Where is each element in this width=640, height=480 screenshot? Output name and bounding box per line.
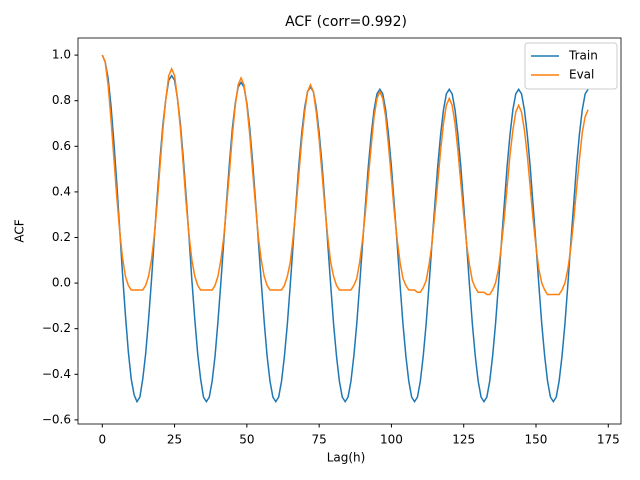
x-tick-label: 175	[597, 433, 620, 447]
y-tick-label: 0.4	[52, 184, 71, 198]
y-tick-label: −0.6	[42, 412, 71, 426]
x-tick-label: 25	[167, 433, 182, 447]
legend-label: Train	[568, 49, 598, 63]
x-tick-label: 150	[525, 433, 548, 447]
y-tick-label: −0.2	[42, 321, 71, 335]
y-tick-label: 0.0	[52, 276, 71, 290]
x-axis-label: Lag(h)	[327, 451, 366, 465]
axes-frame	[77, 37, 622, 425]
x-tick-label: 125	[452, 433, 475, 447]
x-tick-label: 75	[311, 433, 326, 447]
chart-title: ACF (corr=0.992)	[285, 14, 407, 30]
x-tick-label: 0	[98, 433, 106, 447]
legend-box	[524, 42, 618, 90]
y-tick-label: 0.6	[52, 139, 71, 153]
series-line	[101, 54, 589, 404]
legend-label: Eval	[569, 68, 594, 82]
y-tick-label: 1.0	[52, 48, 71, 62]
legend: Train Eval	[524, 42, 618, 90]
series-line	[101, 54, 589, 296]
y-tick-label: 0.2	[52, 230, 71, 244]
y-axis-label: ACF	[13, 219, 27, 242]
y-tick-label: 0.8	[52, 93, 71, 107]
y-tick-label: −0.4	[42, 367, 71, 381]
x-tick-label: 50	[239, 433, 254, 447]
x-tick-label: 100	[380, 433, 403, 447]
